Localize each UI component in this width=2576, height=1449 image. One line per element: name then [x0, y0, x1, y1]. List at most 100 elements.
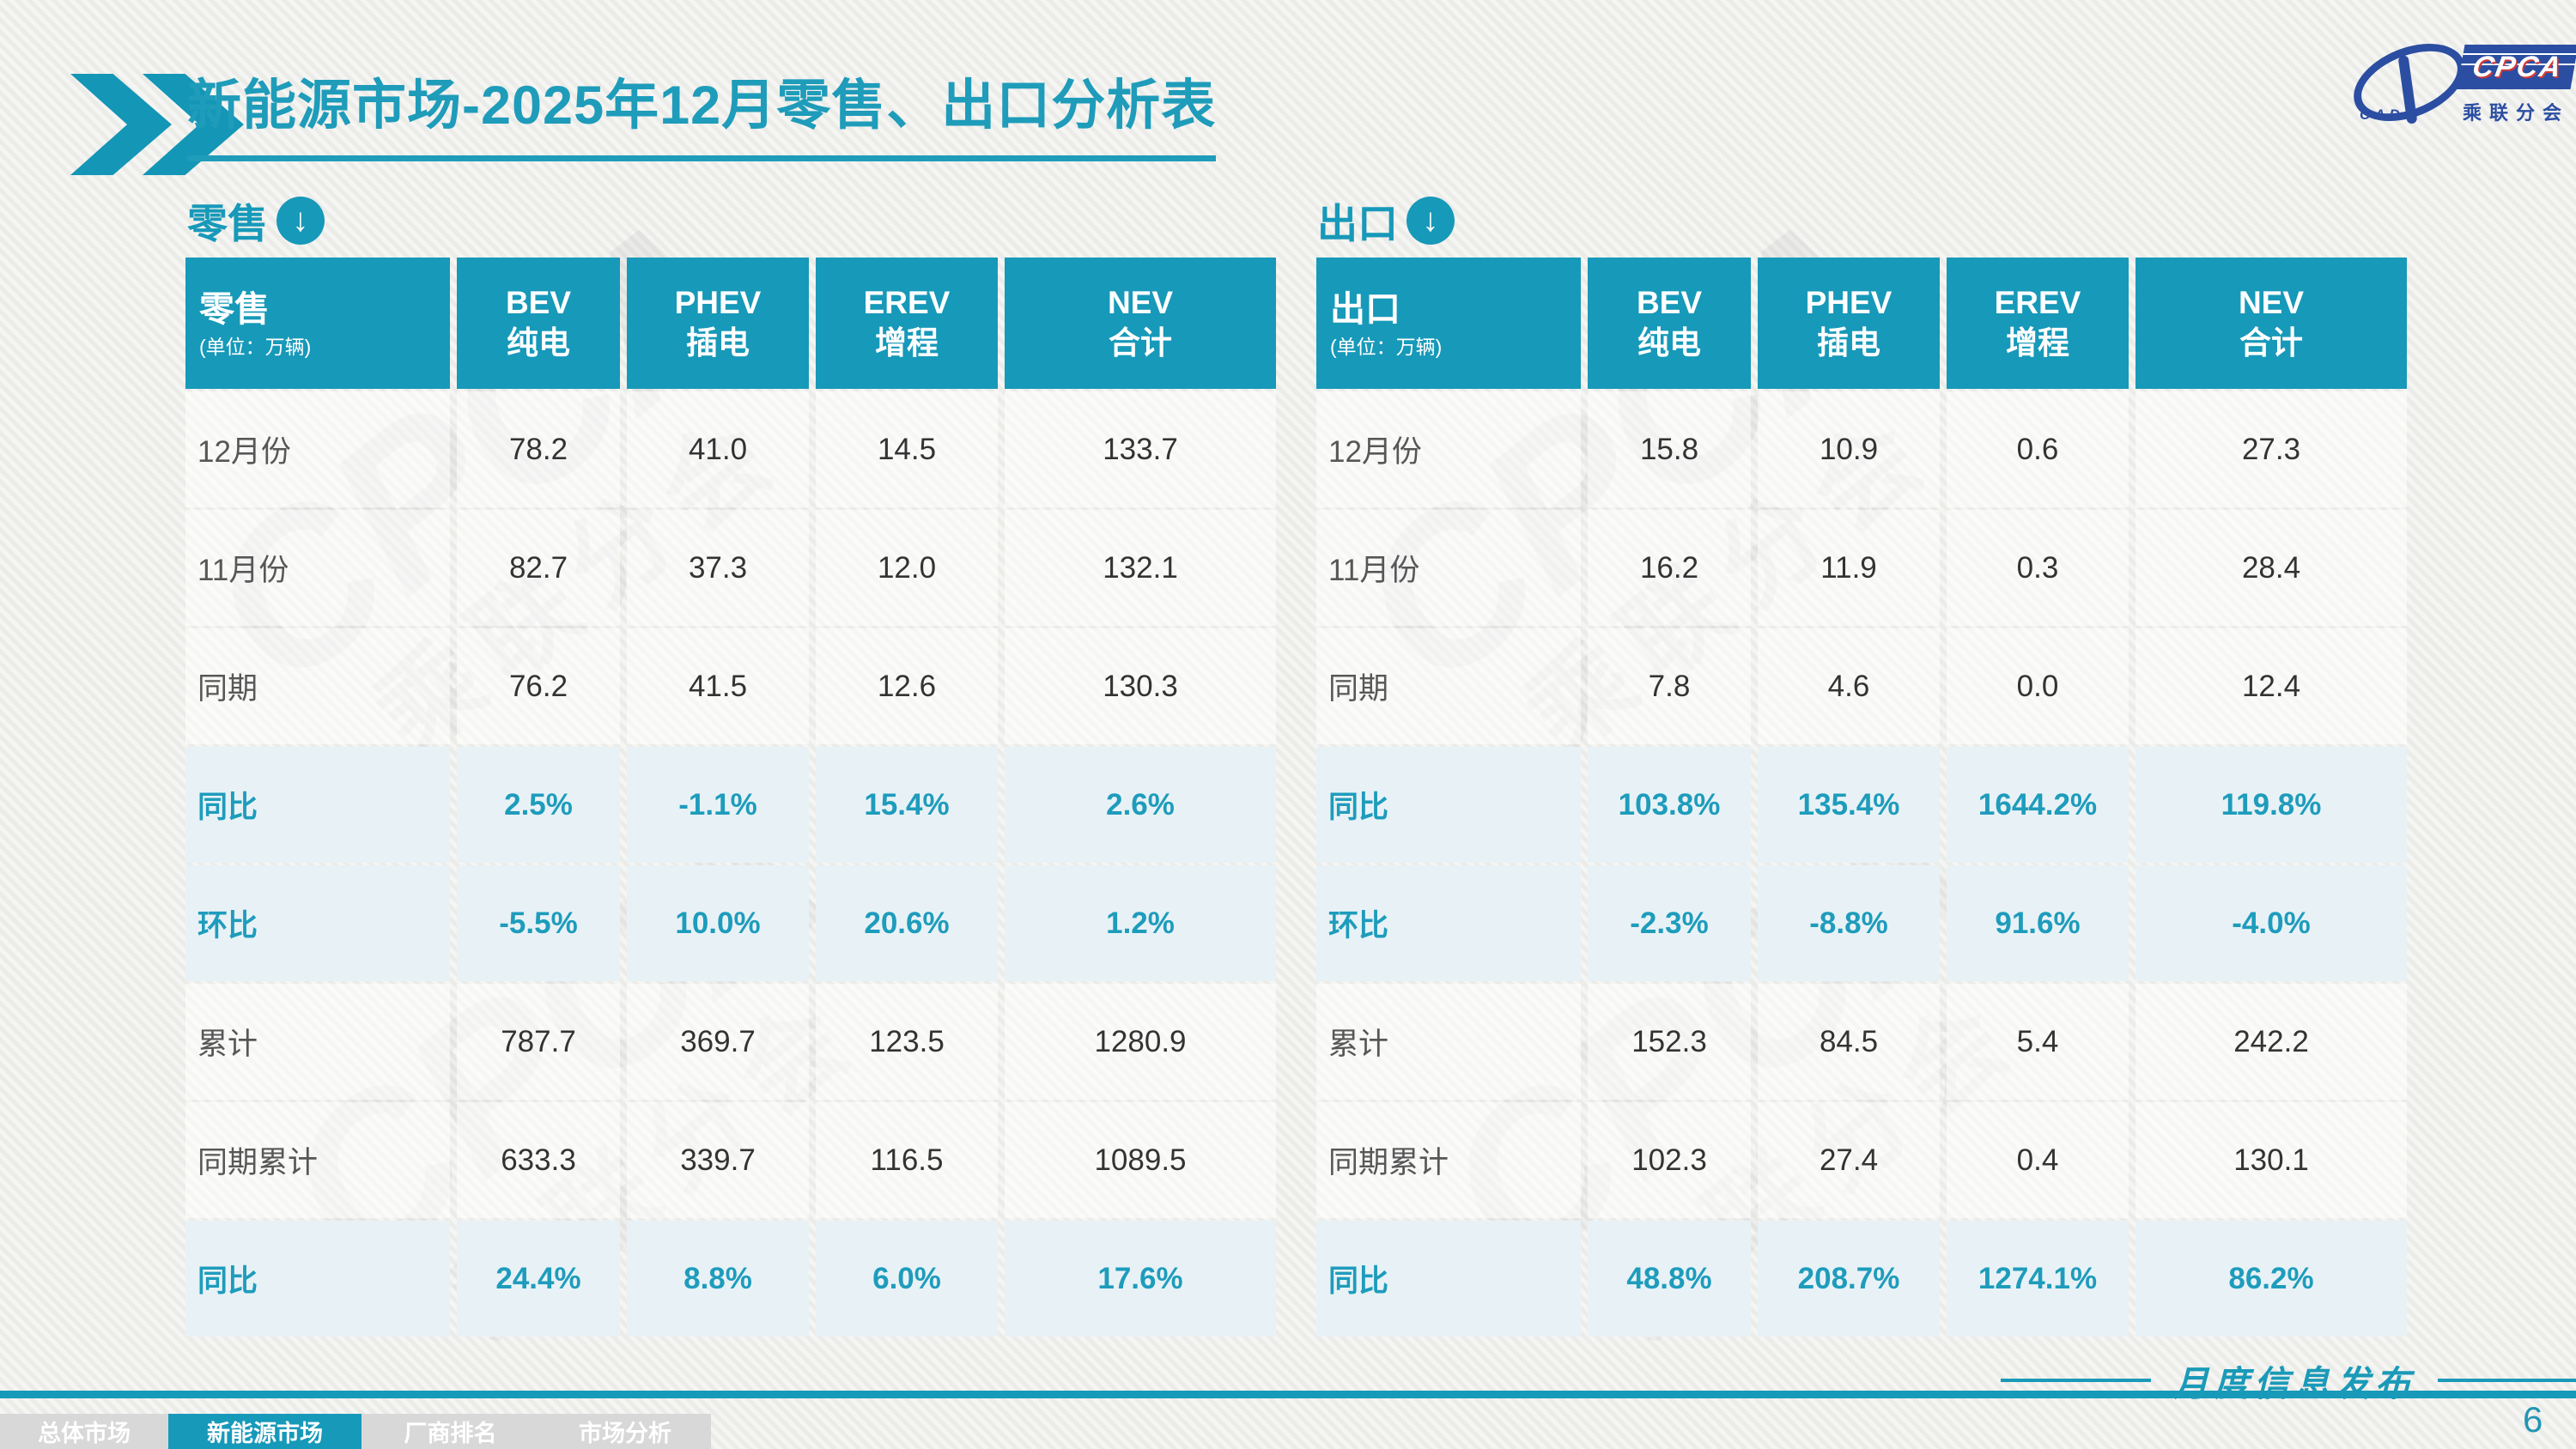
retail-section-label: 零售 ↓ — [187, 191, 325, 250]
table-cell: 787.7 — [457, 984, 620, 1100]
header-line2: 插电 — [1817, 324, 1880, 361]
table-cell: -5.5% — [457, 865, 620, 981]
table-cell: 5.4 — [1947, 984, 2129, 1100]
table-row-label: 同比 — [185, 1221, 450, 1337]
tab-overall-market[interactable]: 总体市场 — [38, 1421, 131, 1446]
table-header-cell: BEV 纯电 — [1588, 258, 1751, 389]
table-header-cell: PHEV 插电 — [1758, 258, 1940, 389]
down-arrow-icon: ↓ — [276, 196, 325, 245]
table-cell: 11.9 — [1758, 510, 1940, 626]
table-cell: 4.6 — [1758, 628, 1940, 744]
divider-line — [2001, 1379, 2151, 1382]
table-row-label: 11月份 — [185, 510, 450, 626]
table-cell: 0.3 — [1947, 510, 2129, 626]
table-row-label: 同比 — [185, 747, 450, 863]
table-cell: -1.1% — [627, 747, 809, 863]
table-header-label-cell: 出口 (单位：万辆) — [1316, 258, 1581, 389]
tab-nev-market[interactable]: 新能源市场 — [168, 1414, 361, 1449]
cpca-wordmark-box: CPCA — [2457, 45, 2576, 89]
logo-subtitle: 乘联分会 — [2463, 102, 2570, 124]
table-cell: 102.3 — [1588, 1102, 1751, 1218]
table-cell: 24.4% — [457, 1221, 620, 1337]
table-row-label: 累计 — [1316, 984, 1581, 1100]
table-cell: 41.0 — [627, 391, 809, 507]
header-line2: 插电 — [686, 324, 750, 361]
header-line1: NEV — [1107, 285, 1174, 321]
table-cell: 208.7% — [1758, 1221, 1940, 1337]
table-cell: 82.7 — [457, 510, 620, 626]
table-cell: 76.2 — [457, 628, 620, 744]
table-cell: 242.2 — [2136, 984, 2407, 1100]
table-cell: 12.0 — [816, 510, 998, 626]
table-row-label: 累计 — [185, 984, 450, 1100]
table-cell: 48.8% — [1588, 1221, 1751, 1337]
header-line2: 合计 — [1109, 324, 1172, 361]
header-line2: 增程 — [875, 324, 939, 361]
header-line1: EREV — [1994, 285, 2081, 321]
footer-divider-line — [0, 1391, 2576, 1398]
table-header-label: 出口 — [1330, 288, 1400, 329]
table-cell: 633.3 — [457, 1102, 620, 1218]
table-row-label: 环比 — [185, 865, 450, 981]
table-cell: 86.2% — [2136, 1221, 2407, 1337]
table-cell: 15.8 — [1588, 391, 1751, 507]
table-cell: 1089.5 — [1005, 1102, 1276, 1218]
header-line1: PHEV — [674, 285, 762, 321]
table-cell: 15.4% — [816, 747, 998, 863]
down-arrow-icon: ↓ — [1406, 196, 1455, 245]
table-cell: 28.4 — [2136, 510, 2407, 626]
table-cell: 14.5 — [816, 391, 998, 507]
retail-table: 零售 (单位：万辆) BEV 纯电 PHEV 插电 EREV 增程 NEV 合计 12月份 78.2 4… — [185, 258, 1276, 1337]
header-line2: 增程 — [2006, 324, 2069, 361]
header-line1: EREV — [863, 285, 951, 321]
table-cell: 6.0% — [816, 1221, 998, 1337]
table-cell: 0.6 — [1947, 391, 2129, 507]
table-cell: 91.6% — [1947, 865, 2129, 981]
header-line1: NEV — [2238, 285, 2305, 321]
table-header-cell: BEV 纯电 — [457, 258, 620, 389]
table-cell: 1274.1% — [1947, 1221, 2129, 1337]
export-section-label: 出口 ↓ — [1317, 191, 1455, 250]
table-row-label: 12月份 — [1316, 391, 1581, 507]
table-cell: -4.0% — [2136, 865, 2407, 981]
table-cell: 12.4 — [2136, 628, 2407, 744]
page-number: 6 — [2523, 1399, 2543, 1440]
tab-manufacturer-ranking[interactable]: 厂商排名 — [404, 1421, 497, 1446]
table-cell: 0.0 — [1947, 628, 2129, 744]
table-header-cell: PHEV 插电 — [627, 258, 809, 389]
table-cell: 2.6% — [1005, 747, 1276, 863]
table-header-cell: EREV 增程 — [816, 258, 998, 389]
table-header-cell: NEV 合计 — [1005, 258, 1276, 389]
header-line1: BEV — [505, 285, 572, 321]
publication-label: 月度信息发布 — [2173, 1364, 2415, 1404]
table-cell: 135.4% — [1758, 747, 1940, 863]
table-row-label: 12月份 — [185, 391, 450, 507]
table-header-label-cell: 零售 (单位：万辆) — [185, 258, 450, 389]
table-cell: 152.3 — [1588, 984, 1751, 1100]
tab-market-analysis[interactable]: 市场分析 — [579, 1421, 671, 1446]
cpca-logo: CADA CPCA 乘联分会 — [2342, 28, 2576, 136]
header-line2: 合计 — [2239, 324, 2303, 361]
table-cell: 123.5 — [816, 984, 998, 1100]
table-row-label: 同期 — [185, 628, 450, 744]
table-cell: 133.7 — [1005, 391, 1276, 507]
header-line2: 纯电 — [1637, 324, 1701, 361]
table-cell: 119.8% — [2136, 747, 2407, 863]
table-row-label: 环比 — [1316, 865, 1581, 981]
table-header-label: 零售 — [199, 288, 270, 329]
table-cell: 1.2% — [1005, 865, 1276, 981]
page-title: 新能源市场-2025年12月零售、出口分析表 — [187, 62, 1217, 161]
table-cell: 130.3 — [1005, 628, 1276, 744]
table-cell: 2.5% — [457, 747, 620, 863]
table-cell: 10.9 — [1758, 391, 1940, 507]
double-chevron-icon — [70, 74, 268, 175]
table-cell: 27.4 — [1758, 1102, 1940, 1218]
table-cell: 339.7 — [627, 1102, 809, 1218]
table-cell: 1280.9 — [1005, 984, 1276, 1100]
table-cell: 16.2 — [1588, 510, 1751, 626]
table-cell: 7.8 — [1588, 628, 1751, 744]
table-cell: 17.6% — [1005, 1221, 1276, 1337]
table-row-label: 11月份 — [1316, 510, 1581, 626]
table-header-unit: (单位：万辆) — [199, 335, 312, 358]
